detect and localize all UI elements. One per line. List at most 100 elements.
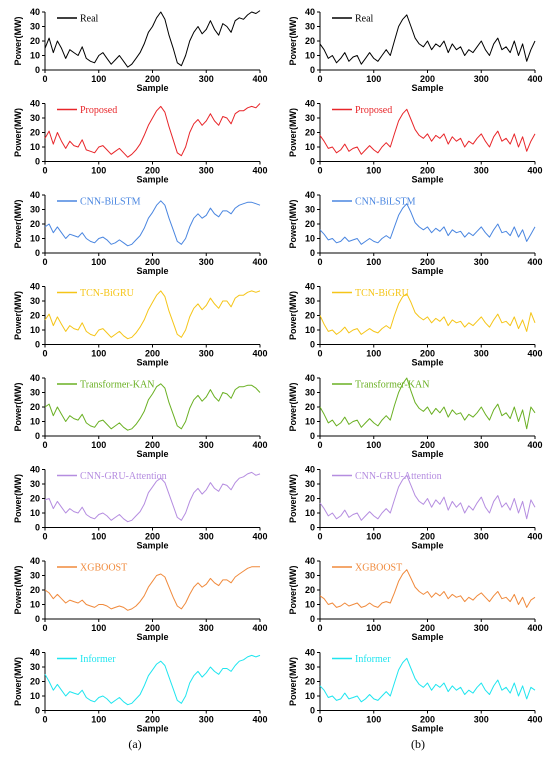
x-axis-label: Sample [136, 724, 168, 734]
y-tick-label: 10 [30, 234, 40, 244]
series-line-cnn-bilstm [44, 200, 261, 247]
y-tick-label: 10 [30, 142, 40, 152]
x-tick-label: 0 [42, 440, 47, 450]
y-tick-label: 20 [30, 585, 40, 595]
y-axis-label: Power(MW) [288, 108, 298, 157]
x-tick-label: 0 [42, 532, 47, 542]
x-tick-label: 300 [199, 623, 214, 633]
y-tick-label: 30 [305, 113, 315, 123]
x-tick-label: 100 [91, 257, 106, 267]
y-tick-label: 30 [30, 388, 40, 398]
legend-label: Real [80, 14, 99, 25]
series-line-transformer-kan [44, 383, 261, 431]
y-tick-label: 30 [305, 479, 315, 489]
x-tick-label: 200 [420, 532, 435, 542]
x-tick-label: 0 [317, 623, 322, 633]
x-tick-label: 200 [145, 532, 160, 542]
x-axis-label: Sample [411, 541, 443, 551]
y-axis-label: Power(MW) [13, 291, 23, 340]
y-tick-label: 10 [305, 142, 315, 152]
y-tick-label: 20 [305, 402, 315, 412]
y-tick-label: 20 [30, 402, 40, 412]
x-axis-label: Sample [411, 266, 443, 276]
y-tick-label: 0 [35, 614, 40, 624]
legend-label: Transformer-KAN [355, 380, 429, 391]
x-tick-label: 100 [91, 715, 106, 725]
y-axis-label: Power(MW) [288, 291, 298, 340]
x-tick-label: 200 [145, 623, 160, 633]
y-tick-label: 40 [30, 190, 40, 200]
legend-label: Transformer-KAN [80, 380, 154, 391]
x-tick-label: 200 [145, 257, 160, 267]
legend-label: XGBOOST [355, 563, 402, 574]
x-tick-label: 400 [527, 532, 542, 542]
x-tick-label: 0 [317, 532, 322, 542]
x-tick-label: 400 [527, 349, 542, 359]
x-axis-label: Sample [136, 266, 168, 276]
x-tick-label: 300 [199, 532, 214, 542]
y-tick-label: 20 [305, 677, 315, 687]
x-tick-label: 0 [317, 715, 322, 725]
x-tick-label: 0 [42, 74, 47, 84]
y-tick-label: 20 [305, 494, 315, 504]
x-tick-label: 400 [252, 532, 267, 542]
x-tick-label: 400 [252, 257, 267, 267]
x-tick-label: 300 [474, 74, 489, 84]
x-tick-label: 200 [420, 715, 435, 725]
y-tick-label: 10 [30, 508, 40, 518]
y-tick-label: 20 [30, 36, 40, 46]
y-tick-label: 0 [310, 157, 315, 167]
x-axis-label: Sample [411, 724, 443, 734]
y-tick-label: 40 [30, 99, 40, 109]
y-axis-label: Power(MW) [13, 383, 23, 432]
series-line-informer [44, 654, 261, 706]
y-tick-label: 0 [310, 65, 315, 75]
x-tick-label: 200 [420, 166, 435, 176]
y-tick-label: 30 [30, 113, 40, 123]
x-tick-label: 0 [317, 349, 322, 359]
legend-label: Informer [355, 654, 391, 665]
y-tick-label: 40 [30, 648, 40, 658]
x-tick-label: 300 [474, 440, 489, 450]
y-tick-label: 30 [305, 662, 315, 672]
y-tick-label: 0 [35, 523, 40, 533]
y-axis-label: Power(MW) [13, 566, 23, 615]
y-tick-label: 0 [35, 248, 40, 258]
y-tick-label: 10 [305, 417, 315, 427]
y-axis-label: Power(MW) [13, 657, 23, 706]
x-tick-label: 400 [252, 440, 267, 450]
x-axis-label: Sample [136, 541, 168, 551]
y-tick-label: 40 [305, 282, 315, 292]
y-tick-label: 40 [30, 7, 40, 17]
y-tick-label: 40 [305, 648, 315, 658]
x-tick-label: 100 [91, 532, 106, 542]
y-axis-label: Power(MW) [13, 108, 23, 157]
series-line-real [44, 10, 261, 68]
x-axis-label: Sample [411, 358, 443, 368]
legend-label: Informer [80, 654, 116, 665]
y-tick-label: 20 [305, 219, 315, 229]
series-line-cnn-gru-attention [44, 471, 261, 523]
y-tick-label: 10 [305, 691, 315, 701]
y-tick-label: 30 [305, 22, 315, 32]
x-tick-label: 200 [420, 257, 435, 267]
y-tick-label: 40 [30, 282, 40, 292]
x-tick-label: 300 [199, 166, 214, 176]
x-tick-label: 100 [366, 715, 381, 725]
x-axis-label: Sample [136, 449, 168, 459]
y-tick-label: 40 [305, 7, 315, 17]
y-tick-label: 0 [35, 65, 40, 75]
y-tick-label: 0 [310, 340, 315, 350]
x-axis-label: Sample [411, 632, 443, 642]
legend-label: TCN-BiGRU [355, 288, 410, 299]
